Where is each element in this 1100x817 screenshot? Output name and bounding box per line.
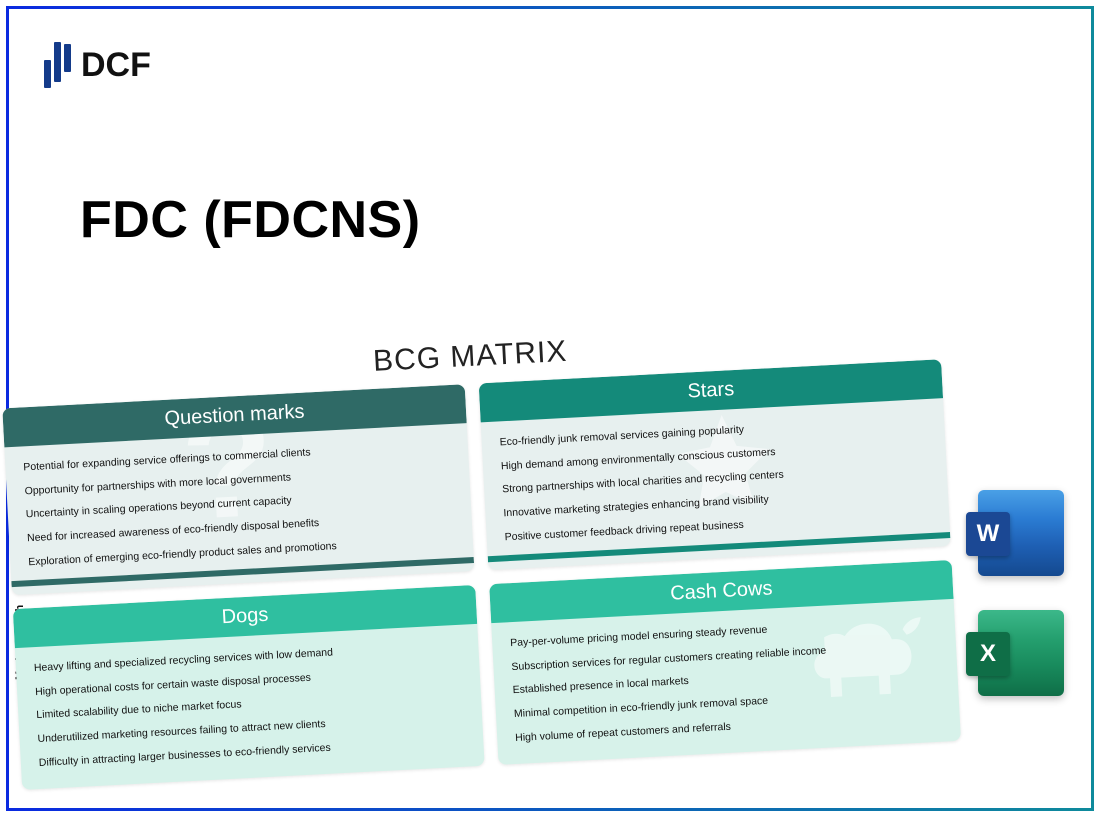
quadrant-dogs: Dogs Heavy lifting and specialized recyc… — [13, 585, 485, 790]
logo-text: DCF — [81, 46, 151, 85]
logo-bars-icon — [44, 42, 71, 88]
bcg-matrix: BCG MATRIX ? Question marks Potential fo… — [0, 315, 971, 791]
quadrant-item-list: Potential for expanding service offering… — [4, 423, 473, 581]
word-badge-letter: W — [966, 512, 1010, 556]
brand-logo: DCF — [44, 42, 151, 88]
quadrant-stars: Stars Eco-friendly junk removal services… — [479, 359, 951, 570]
matrix-grid: ? Question marks Potential for expanding… — [0, 359, 971, 791]
quadrant-item-list: Pay-per-volume pricing model ensuring st… — [491, 599, 960, 757]
app-icons: W X — [978, 490, 1064, 696]
excel-app-icon[interactable]: X — [978, 610, 1064, 696]
quadrant-cash-cows: Cash Cows Pay-per-volume pricing model e… — [489, 560, 961, 765]
excel-badge-letter: X — [966, 632, 1010, 676]
quadrant-item-list: Heavy lifting and specialized recycling … — [15, 624, 484, 782]
word-app-icon[interactable]: W — [978, 490, 1064, 576]
page-title: FDC (FDCNS) — [80, 190, 421, 250]
quadrant-question-marks: ? Question marks Potential for expanding… — [2, 384, 474, 595]
quadrant-item-list: Eco-friendly junk removal services gaini… — [481, 398, 950, 556]
